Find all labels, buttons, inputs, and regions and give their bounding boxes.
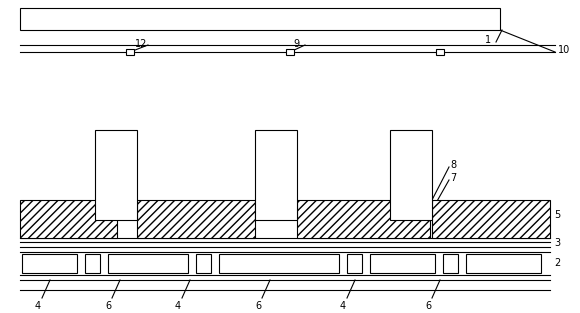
- Text: 6: 6: [425, 301, 431, 311]
- Text: 12: 12: [135, 39, 147, 49]
- Text: 4: 4: [340, 301, 346, 311]
- Bar: [22, 254, 77, 273]
- Text: R: R: [145, 259, 151, 268]
- Bar: [20, 8, 500, 30]
- Text: 6: 6: [105, 301, 111, 311]
- Text: 7: 7: [450, 173, 456, 183]
- Bar: [219, 254, 339, 273]
- Text: B: B: [32, 259, 38, 268]
- Text: 9: 9: [293, 39, 299, 49]
- Text: G: G: [276, 259, 282, 268]
- Text: 4: 4: [35, 301, 41, 311]
- Bar: [432, 200, 550, 238]
- Bar: [466, 254, 541, 273]
- Bar: [347, 254, 362, 273]
- Text: 1: 1: [485, 35, 491, 45]
- Bar: [297, 200, 430, 238]
- Bar: [20, 200, 117, 238]
- Bar: [95, 130, 137, 220]
- Bar: [196, 254, 211, 273]
- Text: 10: 10: [558, 45, 570, 55]
- Bar: [255, 130, 297, 220]
- Bar: [108, 254, 188, 273]
- Bar: [286, 49, 294, 55]
- Text: 2: 2: [554, 258, 560, 268]
- Bar: [436, 49, 444, 55]
- Text: B: B: [400, 259, 406, 268]
- Bar: [390, 130, 432, 220]
- Bar: [137, 200, 255, 238]
- Bar: [126, 49, 134, 55]
- Bar: [443, 254, 458, 273]
- Text: 4: 4: [175, 301, 181, 311]
- Text: 6: 6: [255, 301, 261, 311]
- Bar: [370, 254, 435, 273]
- Text: 8: 8: [450, 160, 456, 170]
- Bar: [85, 254, 100, 273]
- Text: 5: 5: [554, 210, 560, 220]
- Text: 3: 3: [554, 238, 560, 248]
